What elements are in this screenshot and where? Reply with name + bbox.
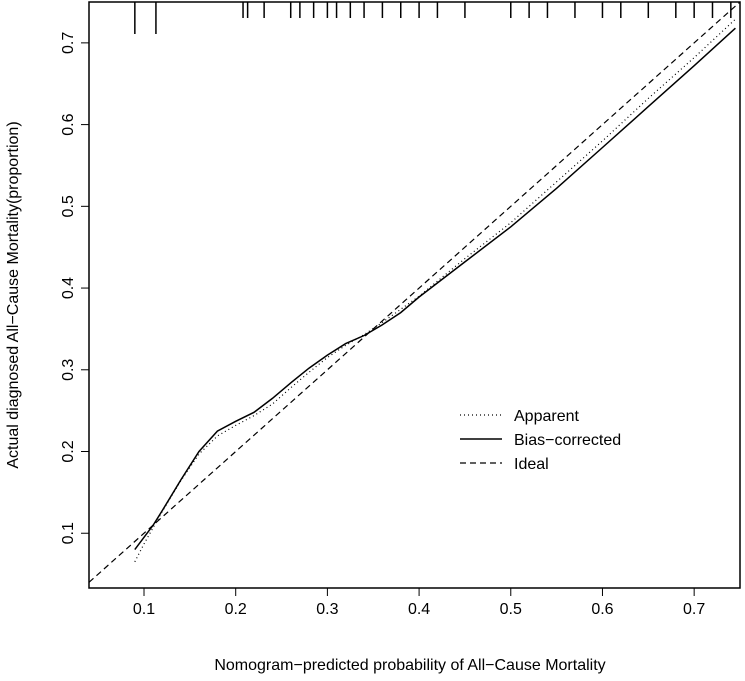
y-axis-label: Actual diagnosed All−Cause Mortality(pro… (5, 121, 22, 468)
x-axis: 0.1 0.2 0.3 0.4 0.5 0.6 0.7 (133, 588, 705, 618)
x-tick-label: 0.5 (500, 601, 522, 618)
rug-marks (134, 2, 732, 34)
y-tick-label: 0.7 (60, 32, 77, 54)
y-tick-label: 0.2 (60, 440, 77, 462)
series-line-bias-corrected (134, 27, 736, 551)
x-tick-label: 0.1 (133, 601, 155, 618)
legend: Apparent Bias−corrected Ideal (460, 408, 621, 473)
plot-frame (88, 1, 741, 589)
y-tick-label: 0.5 (60, 195, 77, 217)
x-tick-label: 0.7 (683, 601, 705, 618)
y-tick-label: 0.6 (60, 113, 77, 135)
x-axis-label: Nomogram−predicted probability of All−Ca… (214, 657, 605, 674)
x-tick-label: 0.4 (408, 601, 430, 618)
x-tick-label: 0.3 (316, 601, 338, 618)
legend-label-apparent: Apparent (514, 408, 579, 425)
y-axis: 0.1 0.2 0.3 0.4 0.5 0.6 0.7 (60, 32, 89, 544)
y-tick-label: 0.3 (60, 359, 77, 381)
legend-label-bias-corrected: Bias−corrected (514, 432, 621, 449)
series-line-apparent (134, 18, 736, 563)
series-lines (88, 1, 741, 583)
x-tick-label: 0.2 (225, 601, 247, 618)
y-tick-label: 0.1 (60, 522, 77, 544)
x-tick-label: 0.6 (591, 601, 613, 618)
legend-label-ideal: Ideal (514, 456, 549, 473)
y-tick-label: 0.4 (60, 277, 77, 299)
series-line-ideal (88, 1, 741, 583)
